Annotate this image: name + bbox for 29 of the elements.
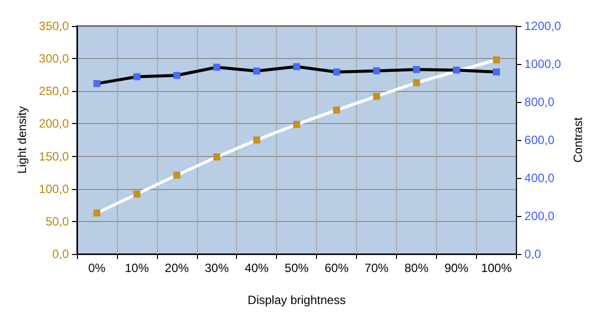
x-tick-label: 90% [444, 261, 469, 275]
y-axis-title: Light density [15, 106, 29, 174]
y-tick-label: 150,0 [38, 149, 70, 164]
x-tick-label: 0% [88, 261, 106, 275]
y-tick-label: 50,0 [46, 214, 70, 228]
y2-tick-label: 600,0 [524, 133, 555, 147]
x-tick-label: 10% [124, 261, 150, 275]
y2-tick-label: 200,0 [524, 209, 555, 223]
y-tick-label: 200,0 [38, 116, 70, 131]
x-tick-label: 70% [364, 261, 389, 275]
y2-tick-label: 1000,0 [524, 57, 562, 71]
x-tick-label: 30% [204, 261, 230, 275]
y2-tick-label: 400,0 [524, 171, 555, 185]
y-tick-label: 0,0 [52, 247, 70, 261]
y-tick-label: 350,0 [38, 19, 70, 33]
y2-tick-label: 1200,0 [524, 19, 562, 33]
y2-tick-label: 800,0 [524, 95, 555, 109]
y2-tick-label: 0,0 [524, 247, 542, 261]
x-tick-label: 40% [244, 261, 270, 275]
x-tick-label: 80% [404, 261, 429, 275]
x-tick-label: 60% [324, 261, 349, 275]
y-tick-label: 250,0 [38, 84, 70, 98]
x-tick-label: 100% [481, 261, 512, 275]
y-tick-label: 300,0 [38, 52, 70, 66]
x-tick-label: 20% [164, 261, 190, 275]
y2-axis-title: Contrast [571, 116, 585, 163]
x-axis-title: Display brightness [248, 293, 346, 307]
x-tick-label: 50% [284, 261, 309, 275]
y-tick-label: 100,0 [38, 182, 70, 196]
